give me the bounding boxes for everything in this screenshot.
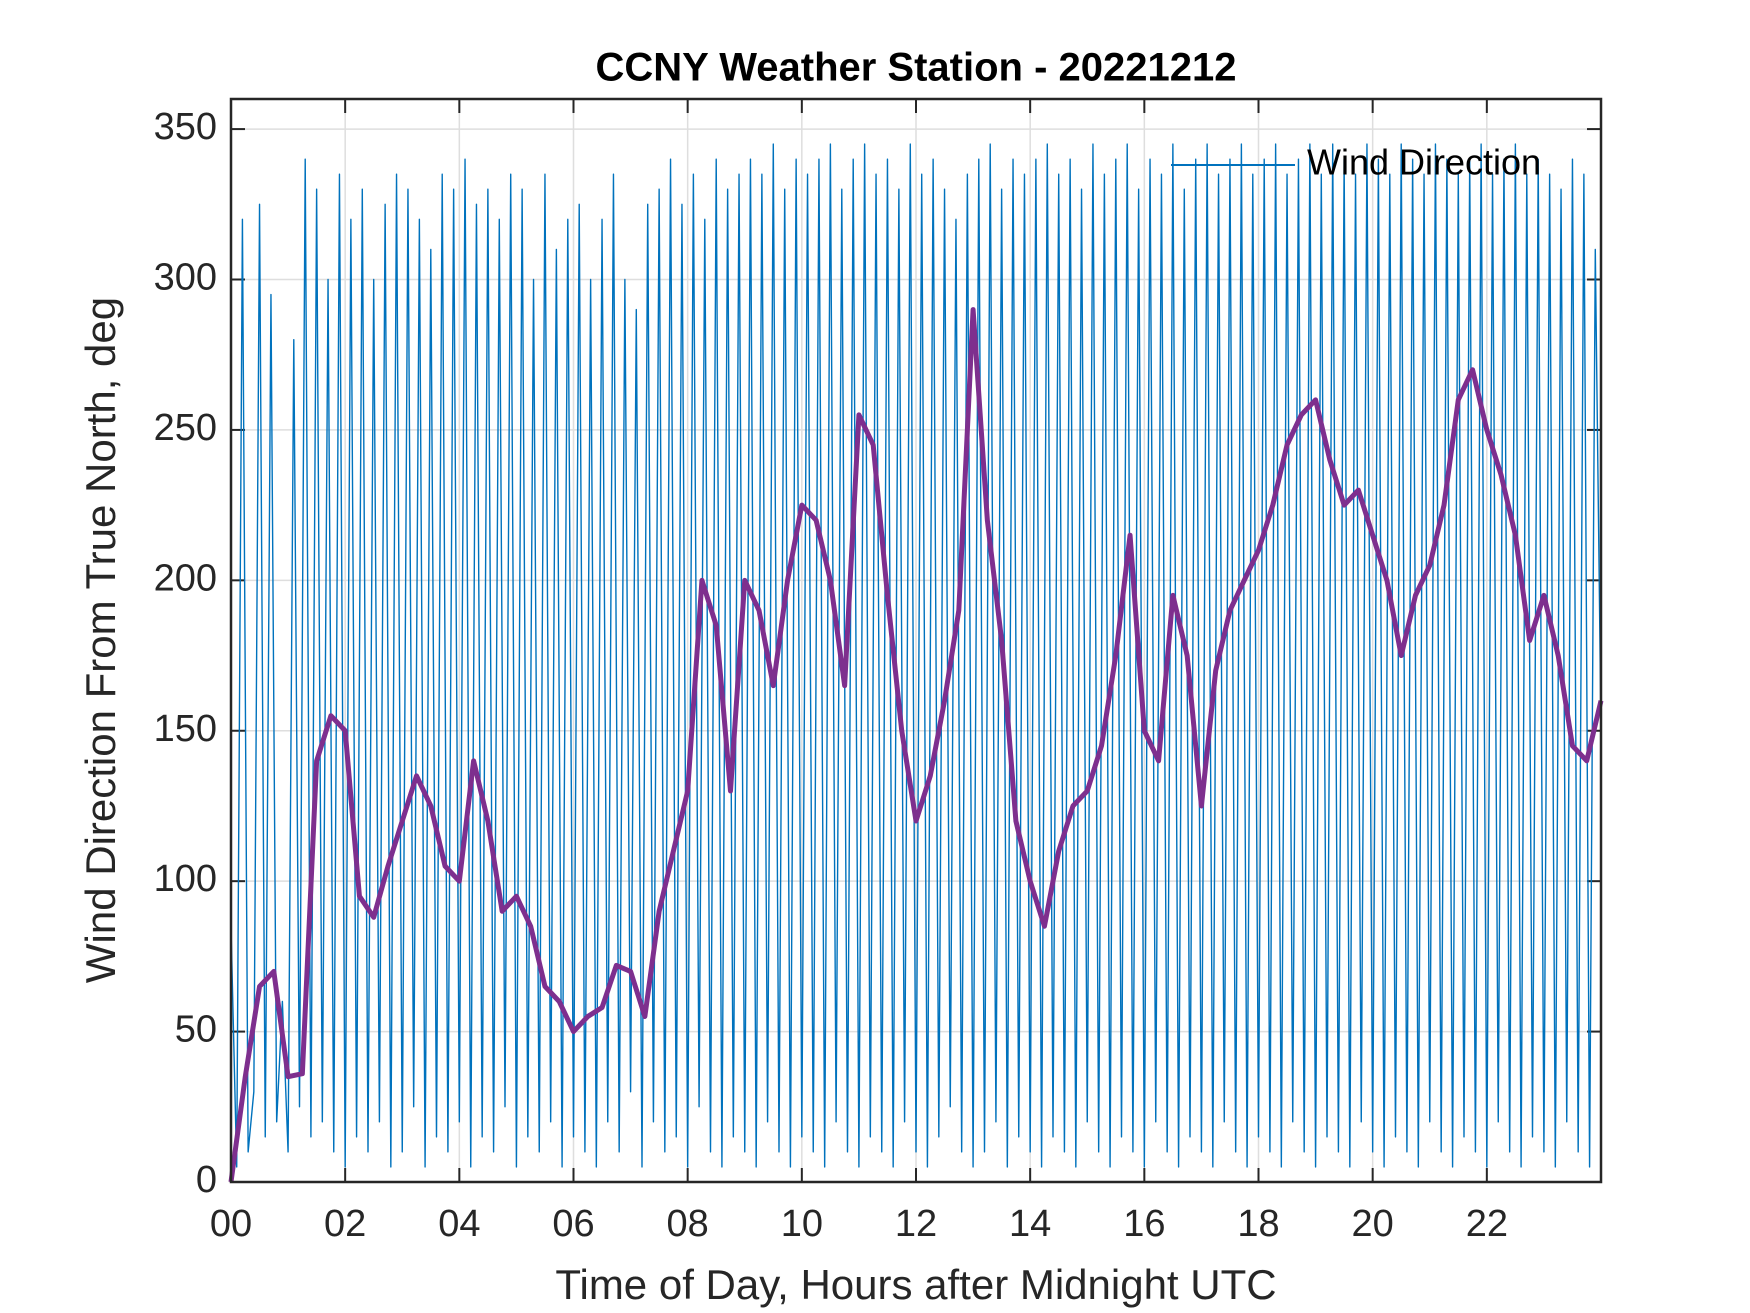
- x-tick-label: 10: [781, 1203, 823, 1245]
- x-tick-label: 06: [552, 1203, 594, 1245]
- x-tick-label: 12: [895, 1203, 937, 1245]
- line-series: [230, 143, 1602, 1168]
- x-tick-label: 02: [324, 1203, 366, 1245]
- chart-title: CCNY Weather Station - 20221212: [596, 46, 1237, 90]
- x-tick-label: 04: [438, 1203, 480, 1245]
- x-axis-label: Time of Day, Hours after Midnight UTC: [555, 1261, 1276, 1308]
- y-tick-label: 50: [175, 1009, 217, 1051]
- x-tick-label: 14: [1009, 1203, 1051, 1245]
- y-axis-label: Wind Direction From True North, deg: [77, 297, 124, 983]
- x-tick-label: 08: [667, 1203, 709, 1245]
- y-tick-label: 150: [154, 708, 217, 750]
- x-tick-label: 20: [1352, 1203, 1394, 1245]
- y-tick-label: 0: [196, 1159, 217, 1201]
- y-tick-label: 200: [154, 557, 217, 599]
- x-tick-label: 18: [1237, 1203, 1279, 1245]
- x-tick-label: 16: [1123, 1203, 1165, 1245]
- y-tick-label: 100: [154, 858, 217, 900]
- y-tick-label: 250: [154, 407, 217, 449]
- x-tick-label: 22: [1466, 1203, 1508, 1245]
- x-tick-label: 00: [210, 1203, 252, 1245]
- legend-label: Wind Direction: [1307, 142, 1541, 183]
- y-tick-label: 350: [154, 106, 217, 148]
- line-series: [228, 307, 1604, 1183]
- y-tick-label: 300: [154, 257, 217, 299]
- plot-frame: [229, 97, 1603, 1184]
